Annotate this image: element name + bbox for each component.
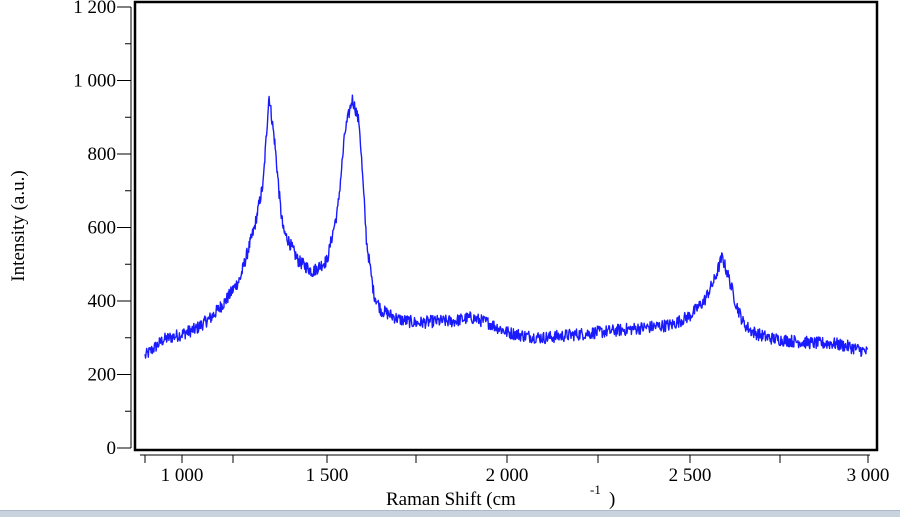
y-axis-title: Intensity (a.u.): [8, 170, 29, 281]
window-bottom-edge: [0, 510, 900, 517]
x-tick-label: 2 500: [669, 465, 712, 486]
y-tick-label: 1 200: [73, 0, 116, 18]
x-tick-label: 2 000: [486, 465, 529, 486]
plot-frame: [133, 0, 879, 452]
spectrum-line: [144, 94, 869, 359]
x-axis-title: Raman Shift (cm: [386, 489, 516, 510]
y-tick-label: 0: [107, 438, 117, 459]
y-tick-label: 800: [88, 144, 117, 165]
x-axis-title-main: Raman Shift (cm: [386, 489, 516, 510]
y-tick-label: 600: [88, 218, 117, 239]
x-axis: 1 000 1 500 2 000 2 500 3 000: [140, 454, 890, 486]
x-axis-title-close: ): [609, 489, 615, 510]
y-tick-label: 400: [88, 291, 117, 312]
y-tick-label: 1 000: [73, 71, 116, 92]
y-axis: 0 200 400 600 800 1 000 1 200: [73, 0, 132, 459]
x-axis-title-superscript: -1: [590, 482, 601, 497]
x-tick-label: 1 000: [161, 465, 204, 486]
y-tick-label: 200: [88, 365, 117, 386]
x-tick-label: 3 000: [847, 465, 890, 486]
x-tick-label: 1 500: [306, 465, 349, 486]
